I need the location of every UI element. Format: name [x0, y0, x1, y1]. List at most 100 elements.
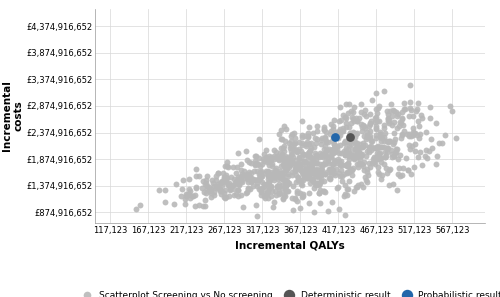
- Deterministic result: [346, 135, 354, 140]
- Scatterplot Screening vs No screening: [282, 182, 290, 187]
- Scatterplot Screening vs No screening: [246, 180, 254, 184]
- Scatterplot Screening vs No screening: [238, 162, 246, 166]
- Scatterplot Screening vs No screening: [234, 187, 241, 192]
- Scatterplot Screening vs No screening: [202, 198, 209, 203]
- Scatterplot Screening vs No screening: [298, 151, 306, 156]
- Scatterplot Screening vs No screening: [312, 181, 320, 186]
- Scatterplot Screening vs No screening: [256, 172, 264, 177]
- Scatterplot Screening vs No screening: [312, 174, 320, 179]
- Scatterplot Screening vs No screening: [397, 136, 405, 141]
- Scatterplot Screening vs No screening: [229, 165, 237, 170]
- Scatterplot Screening vs No screening: [161, 200, 169, 204]
- Scatterplot Screening vs No screening: [232, 192, 240, 197]
- Scatterplot Screening vs No screening: [322, 130, 330, 135]
- Scatterplot Screening vs No screening: [374, 165, 382, 169]
- Scatterplot Screening vs No screening: [297, 155, 305, 159]
- Scatterplot Screening vs No screening: [390, 130, 398, 135]
- Scatterplot Screening vs No screening: [347, 168, 355, 173]
- Scatterplot Screening vs No screening: [268, 161, 276, 166]
- Scatterplot Screening vs No screening: [274, 177, 282, 181]
- Scatterplot Screening vs No screening: [300, 170, 308, 175]
- Scatterplot Screening vs No screening: [282, 183, 290, 188]
- Scatterplot Screening vs No screening: [312, 128, 320, 133]
- Scatterplot Screening vs No screening: [372, 106, 380, 111]
- Scatterplot Screening vs No screening: [292, 180, 300, 184]
- Scatterplot Screening vs No screening: [272, 149, 280, 154]
- Scatterplot Screening vs No screening: [340, 153, 348, 157]
- Scatterplot Screening vs No screening: [277, 171, 285, 176]
- Scatterplot Screening vs No screening: [315, 190, 323, 195]
- Scatterplot Screening vs No screening: [374, 106, 382, 110]
- Scatterplot Screening vs No screening: [392, 110, 400, 115]
- Scatterplot Screening vs No screening: [308, 165, 316, 170]
- Scatterplot Screening vs No screening: [344, 187, 352, 192]
- Scatterplot Screening vs No screening: [322, 148, 330, 153]
- Scatterplot Screening vs No screening: [339, 112, 347, 117]
- Scatterplot Screening vs No screening: [363, 133, 371, 138]
- Scatterplot Screening vs No screening: [332, 159, 340, 164]
- Scatterplot Screening vs No screening: [207, 187, 215, 192]
- Scatterplot Screening vs No screening: [373, 151, 381, 155]
- Scatterplot Screening vs No screening: [350, 140, 358, 145]
- Scatterplot Screening vs No screening: [311, 151, 319, 156]
- Scatterplot Screening vs No screening: [240, 169, 248, 173]
- X-axis label: Incremental QALYs: Incremental QALYs: [235, 240, 345, 250]
- Scatterplot Screening vs No screening: [378, 145, 386, 149]
- Scatterplot Screening vs No screening: [254, 162, 262, 166]
- Scatterplot Screening vs No screening: [352, 143, 360, 148]
- Scatterplot Screening vs No screening: [298, 178, 306, 182]
- Scatterplot Screening vs No screening: [345, 179, 353, 184]
- Scatterplot Screening vs No screening: [341, 213, 349, 217]
- Scatterplot Screening vs No screening: [376, 145, 384, 149]
- Scatterplot Screening vs No screening: [344, 162, 352, 166]
- Scatterplot Screening vs No screening: [356, 156, 364, 161]
- Scatterplot Screening vs No screening: [312, 168, 320, 172]
- Scatterplot Screening vs No screening: [336, 127, 344, 132]
- Scatterplot Screening vs No screening: [355, 150, 363, 154]
- Scatterplot Screening vs No screening: [366, 129, 374, 133]
- Scatterplot Screening vs No screening: [386, 139, 394, 143]
- Scatterplot Screening vs No screening: [316, 181, 324, 186]
- Scatterplot Screening vs No screening: [256, 174, 264, 179]
- Scatterplot Screening vs No screening: [371, 119, 379, 124]
- Scatterplot Screening vs No screening: [263, 159, 271, 164]
- Scatterplot Screening vs No screening: [185, 186, 193, 191]
- Scatterplot Screening vs No screening: [282, 157, 290, 162]
- Scatterplot Screening vs No screening: [398, 116, 406, 121]
- Scatterplot Screening vs No screening: [280, 171, 288, 176]
- Scatterplot Screening vs No screening: [373, 119, 381, 124]
- Scatterplot Screening vs No screening: [225, 193, 233, 198]
- Scatterplot Screening vs No screening: [300, 134, 308, 139]
- Scatterplot Screening vs No screening: [276, 174, 284, 179]
- Scatterplot Screening vs No screening: [317, 169, 325, 174]
- Scatterplot Screening vs No screening: [257, 190, 265, 195]
- Scatterplot Screening vs No screening: [255, 187, 263, 192]
- Scatterplot Screening vs No screening: [275, 158, 283, 163]
- Scatterplot Screening vs No screening: [301, 159, 309, 164]
- Scatterplot Screening vs No screening: [368, 161, 376, 165]
- Scatterplot Screening vs No screening: [360, 159, 368, 164]
- Scatterplot Screening vs No screening: [314, 175, 322, 179]
- Scatterplot Screening vs No screening: [368, 157, 376, 161]
- Scatterplot Screening vs No screening: [274, 153, 281, 158]
- Scatterplot Screening vs No screening: [292, 188, 300, 193]
- Scatterplot Screening vs No screening: [324, 160, 332, 165]
- Scatterplot Screening vs No screening: [276, 175, 284, 180]
- Scatterplot Screening vs No screening: [327, 121, 335, 126]
- Scatterplot Screening vs No screening: [234, 188, 242, 193]
- Scatterplot Screening vs No screening: [286, 159, 294, 164]
- Scatterplot Screening vs No screening: [333, 143, 341, 148]
- Scatterplot Screening vs No screening: [189, 194, 197, 199]
- Scatterplot Screening vs No screening: [358, 145, 366, 150]
- Scatterplot Screening vs No screening: [390, 153, 398, 158]
- Scatterplot Screening vs No screening: [286, 158, 294, 163]
- Scatterplot Screening vs No screening: [270, 156, 278, 161]
- Scatterplot Screening vs No screening: [312, 172, 320, 176]
- Scatterplot Screening vs No screening: [360, 167, 368, 172]
- Scatterplot Screening vs No screening: [286, 156, 294, 161]
- Scatterplot Screening vs No screening: [302, 170, 310, 175]
- Scatterplot Screening vs No screening: [367, 139, 375, 144]
- Scatterplot Screening vs No screening: [252, 178, 260, 183]
- Scatterplot Screening vs No screening: [276, 191, 284, 195]
- Scatterplot Screening vs No screening: [285, 158, 293, 162]
